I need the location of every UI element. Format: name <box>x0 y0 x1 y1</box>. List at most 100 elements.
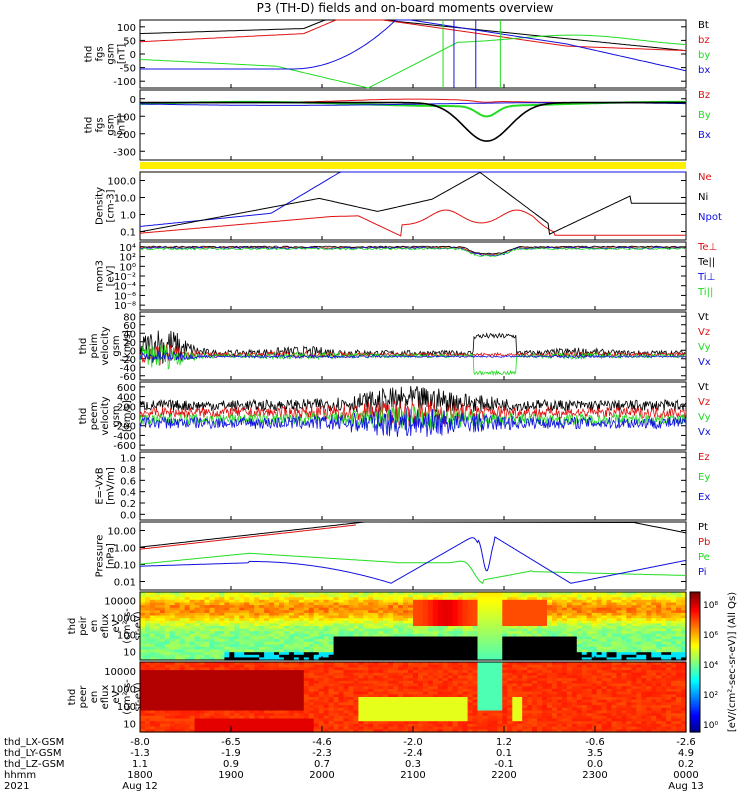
spectrogram-cell <box>204 707 211 712</box>
spectrogram-cell <box>259 683 265 687</box>
spectrogram-cell <box>512 641 518 645</box>
spectrogram-cell <box>393 654 399 658</box>
panel-frame <box>139 89 687 161</box>
spectrogram-cell <box>145 710 151 714</box>
spectrogram-cell <box>676 628 682 632</box>
spectrogram-cell <box>666 628 672 632</box>
spectrogram-cell <box>318 631 325 635</box>
spectrogram-cell <box>145 702 151 706</box>
spectrogram-cell <box>358 664 364 668</box>
spectrogram-cell <box>348 683 355 687</box>
spectrogram-cell <box>214 678 221 682</box>
spectrogram-cell <box>413 612 419 617</box>
spectrogram-cell <box>338 612 345 617</box>
spectrogram-cell <box>264 620 270 624</box>
spectrogram-cell <box>398 710 404 714</box>
spectrogram-cell <box>502 597 508 601</box>
spectrogram-cell <box>388 607 394 611</box>
spectrogram-cell <box>532 646 538 651</box>
spectrogram-cell <box>159 670 166 674</box>
spectrogram-cell <box>199 697 206 701</box>
spectrogram-cell <box>244 662 250 666</box>
spectrogram-cell <box>249 672 255 677</box>
spectrogram-cell <box>487 618 494 622</box>
spectrogram-cell <box>164 592 171 596</box>
spectrogram-cell <box>179 675 186 679</box>
spectrogram-cell <box>288 602 295 606</box>
spectrogram-cell <box>303 631 310 635</box>
spectrogram-cell <box>432 607 439 611</box>
spectrogram-cell <box>442 675 449 679</box>
spectrogram-cell <box>681 620 687 624</box>
spectrogram-cell <box>140 602 146 606</box>
spectrogram-cell <box>477 723 484 728</box>
spectrogram-cell <box>259 718 265 722</box>
y-tick-label: 10.0 <box>114 194 136 205</box>
spectrogram-cell <box>154 649 161 653</box>
spectrogram-cell <box>636 605 642 609</box>
spectrogram-cell <box>254 723 260 728</box>
spectrogram-cell <box>184 657 191 661</box>
spectrogram-cell <box>457 594 464 598</box>
spectrogram-cell <box>616 597 623 601</box>
legend-Te⊥: Te⊥ <box>697 242 717 253</box>
spectrogram-cell <box>288 702 295 706</box>
spectrogram-cell <box>283 686 290 690</box>
spectrogram-cell <box>388 688 394 693</box>
spectrogram-cell <box>671 644 677 648</box>
spectrogram-cell <box>497 605 503 609</box>
spectrogram-cell <box>279 620 285 624</box>
y-tick-label: 100 <box>117 702 136 713</box>
spectrogram-cell <box>353 633 359 637</box>
spectrogram-cell <box>522 615 528 619</box>
spectrogram-cell <box>542 626 548 630</box>
spectrogram-cell <box>437 718 444 722</box>
y-axis-label: gsm <box>111 335 122 356</box>
spectrogram-cell <box>398 723 404 728</box>
spectrogram-cell <box>437 675 444 679</box>
spectrogram-cell <box>279 636 285 640</box>
spectrogram-cell <box>581 615 588 619</box>
spectrogram-cell <box>487 713 494 717</box>
spectrogram-cell <box>288 605 295 609</box>
spectrogram-cell <box>661 620 667 624</box>
spectrogram-cell <box>442 707 449 712</box>
spectrogram-cell <box>368 602 374 606</box>
spectrogram-cell <box>279 710 285 714</box>
spectrogram-cell <box>457 670 464 674</box>
spectrogram-cell <box>452 623 459 627</box>
spectrogram-cell <box>164 678 171 682</box>
spectrogram-cell <box>373 605 379 609</box>
spectrogram-cell <box>204 688 211 693</box>
y-axis-label: eflux <box>100 614 111 639</box>
spectrogram-cell <box>283 721 290 725</box>
spectrogram-cell <box>259 652 265 656</box>
spectrogram-cell <box>447 715 454 720</box>
spectrogram-cell <box>358 641 364 645</box>
spectrogram-cell <box>338 697 345 701</box>
spectrogram-cell <box>204 594 211 598</box>
y-tick-label: 10000 <box>104 597 136 608</box>
spectrogram-cell <box>338 707 345 712</box>
spectrogram-cell <box>164 721 171 725</box>
spectrogram-cell <box>269 628 275 632</box>
spectrogram-cell <box>487 691 494 695</box>
spectrogram-cell <box>239 667 245 671</box>
spectrogram-cell <box>432 667 439 671</box>
spectrogram-cell <box>328 664 335 668</box>
spectrogram-cell <box>249 631 255 635</box>
spectrogram-cell <box>373 602 379 606</box>
spectrogram-cell <box>556 620 563 624</box>
spectrogram-cell <box>457 631 464 635</box>
spectrogram-cell <box>656 652 662 656</box>
spectrogram-cell <box>259 723 265 728</box>
spectrogram-cell <box>328 683 335 687</box>
spectrogram-cell <box>169 729 176 733</box>
spectrogram-cell <box>353 602 359 606</box>
spectrogram-cell <box>189 626 196 630</box>
spectrogram-cell <box>219 623 225 627</box>
spectrogram-cell <box>556 628 563 632</box>
spectrogram-cell <box>313 605 320 609</box>
spectrogram-cell <box>313 610 320 614</box>
spectrogram-cell <box>482 594 489 598</box>
